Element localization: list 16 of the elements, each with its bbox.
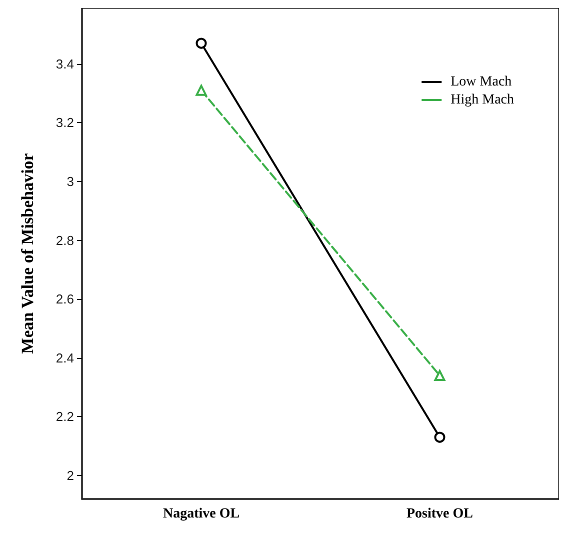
y-tick-label: 3.4 [56,56,74,72]
legend-label: High Mach [450,92,514,108]
point [434,432,446,443]
y-tick-label: 3 [66,174,74,189]
y-tick-label: 2.8 [56,232,74,248]
y-axis-title: Mean Value of Misbehavior [18,152,37,354]
y-tick-label: 2.2 [56,409,74,424]
y-tick-label: 2.6 [56,292,74,307]
point [434,370,446,382]
y-tick-label: 2.4 [56,350,74,366]
legend-label: Low Mach [450,74,512,90]
point [196,38,207,49]
y-tick-label: 2 [66,468,74,483]
x-tick-label: Positve OL [406,506,473,522]
x-tick-label: Nagative OL [162,506,240,522]
y-tick-label: 3.2 [56,115,74,130]
